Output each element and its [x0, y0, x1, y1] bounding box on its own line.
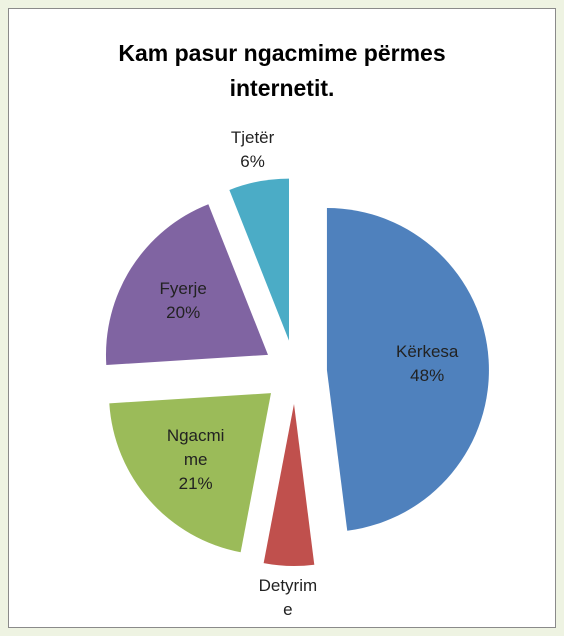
chart-title: Kam pasur ngacmime përmes internetit. — [118, 40, 446, 101]
category-label: Tjetër — [230, 127, 275, 147]
slice-label: Detyrime — [256, 574, 320, 622]
value-label: 6% — [240, 151, 265, 171]
category-label: Detyrime — [258, 576, 318, 620]
category-label: Kërkesa — [395, 341, 459, 361]
slice-label: Ngacmime 21% — [164, 424, 228, 496]
value-label: 20% — [166, 303, 201, 323]
pie-slice — [229, 178, 290, 341]
slice-label: Tjetër 6% — [203, 126, 303, 174]
pie-slice — [109, 393, 271, 553]
pie-slice — [105, 204, 268, 366]
pie-slice — [263, 403, 315, 566]
pie-slice — [326, 207, 489, 531]
value-label: 21% — [178, 473, 213, 493]
slice-label: Kërkesa 48% — [377, 340, 477, 388]
category-label: Fyerje — [159, 279, 207, 299]
slice-label: Fyerje 20% — [133, 277, 233, 325]
value-label: 48% — [410, 365, 445, 385]
category-label: Ngacmime — [166, 425, 225, 469]
